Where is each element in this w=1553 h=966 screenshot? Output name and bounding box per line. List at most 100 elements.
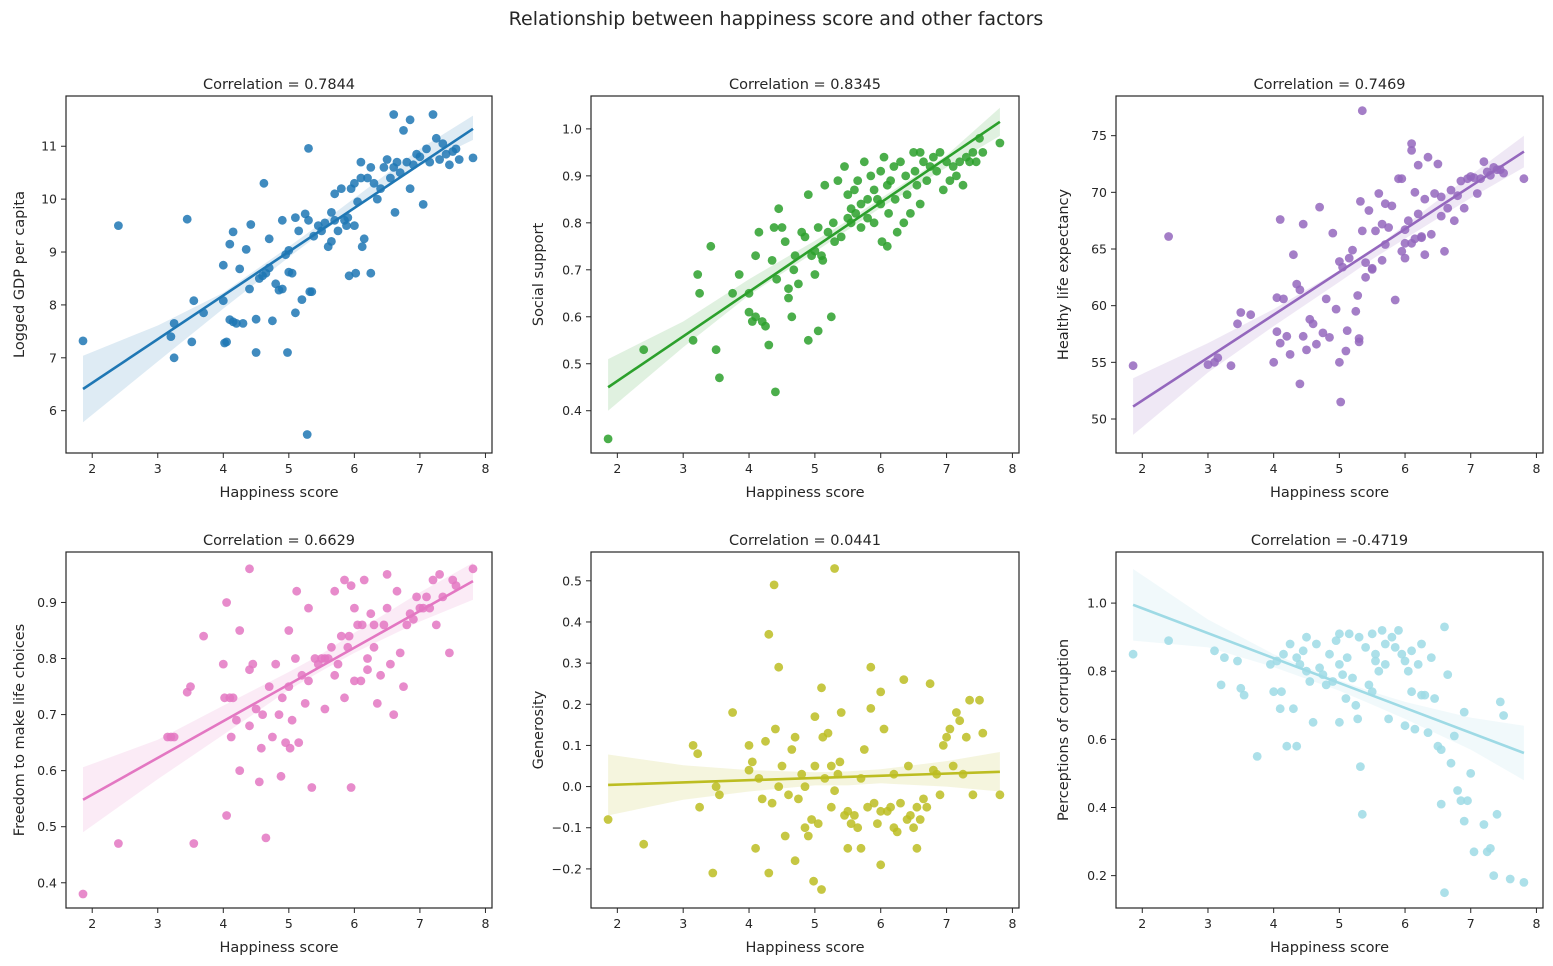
scatter-point [225,239,235,249]
scatter-point [1430,694,1439,703]
scatter-point [1354,334,1364,343]
scatter-point [1472,189,1482,198]
scatter-point [395,648,405,658]
scatter-point [307,783,317,792]
y-tick-label: 11 [41,139,57,154]
scatter-point [454,155,464,164]
scatter-point [906,209,915,218]
scatter-point [366,163,376,172]
x-tick-label: 2 [1138,461,1146,476]
scatter-point [389,710,399,719]
x-tick-label: 5 [285,461,293,476]
y-tick-label: 0.6 [1087,732,1107,747]
scatter-point [813,326,823,336]
scatter-point [1407,139,1416,149]
scatter-point [1374,666,1384,676]
scatter-point [169,353,179,363]
scatter-point [379,620,389,630]
scatter-point [789,265,799,275]
scatter-point [968,148,978,157]
scatter-point [1213,353,1223,363]
scatter-point [1357,106,1367,116]
scatter-point [912,843,922,853]
x-tick-label: 3 [679,916,687,931]
subplot-4: 2 3 4 5 6 7 8 0.4 0.5 0.6 0.7 0.8 0.9 Correlation = 0… [12,533,493,956]
scatter-point [744,765,754,775]
scatter-point [784,790,793,800]
scatter-point [1305,677,1315,686]
scatter-point [1361,643,1370,652]
x-tick-label: 6 [350,916,358,931]
scatter-point [1318,328,1328,338]
scatter-point [1353,714,1363,724]
scatter-point [810,761,820,771]
y-tick-label: 50 [1091,412,1107,427]
y-tick-label: 60 [1091,298,1107,313]
scatter-point [300,699,310,708]
scatter-point [392,586,402,596]
scatter-point [1374,189,1384,198]
scatter-point [356,173,366,183]
scatter-point [1430,189,1439,198]
scatter-point [853,176,863,186]
scatter-point [1423,152,1433,162]
scatter-point [715,790,724,800]
scatter-point [1449,216,1459,226]
scatter-point [1220,653,1229,662]
scatter-point [915,199,925,209]
scatter-point [1336,397,1346,407]
scatter-point [892,227,902,237]
y-axis-label: Healthy life expectancy [1056,189,1072,361]
scatter-point [767,798,777,808]
scatter-point [1400,656,1410,666]
x-axis-label: Happiness score [745,485,864,501]
scatter-point [1348,673,1357,683]
scatter-point [846,819,856,828]
scatter-point [1356,197,1365,206]
scatter-point [747,757,757,767]
scatter-point [1302,632,1311,642]
scatter-point [935,148,945,157]
scatter-point [445,160,454,170]
scatter-point [1266,660,1275,669]
subplot-6: 2 3 4 5 6 7 8 0.2 0.4 0.6 0.8 1.0 Correlation = -0.4… [1056,533,1544,956]
scatter-point [357,242,367,252]
scatter-point [850,185,859,195]
scatter-point [603,815,613,824]
scatter-point [1519,878,1529,887]
scatter-point [438,139,448,149]
scatter-point [777,223,787,232]
scatter-point [890,194,900,204]
scatter-point [1390,643,1400,652]
scatter-point [344,271,354,281]
scatter-point [327,237,336,246]
scatter-point [246,220,256,229]
scatter-point [291,213,300,223]
scatter-point [258,710,267,719]
scatter-point [850,811,859,820]
scatter-point [218,296,228,306]
scatter-point [1519,174,1529,184]
scatter-point [350,221,359,231]
scatter-point [1410,234,1420,244]
scatter-point [1463,796,1472,806]
scatter-point [896,157,905,167]
scatter-point [1356,762,1365,771]
scatter-point [925,679,935,689]
scatter-point [817,885,826,894]
y-tick-label: 0.4 [1087,800,1107,815]
scatter-point [1469,173,1479,183]
scatter-point [884,209,893,218]
scatter-point [1128,649,1138,659]
y-tick-label: 0.2 [1087,868,1107,883]
scatter-point [372,194,382,204]
scatter-point [468,153,478,163]
scatter-point [276,771,286,781]
scatter-point [1400,253,1410,263]
scatter-point [1275,338,1285,348]
scatter-point [772,274,782,284]
scatter-point [1446,758,1456,768]
scatter-point [1367,265,1377,274]
scatter-point [405,184,415,194]
subplot-title: Correlation = 0.0441 [729,533,881,549]
